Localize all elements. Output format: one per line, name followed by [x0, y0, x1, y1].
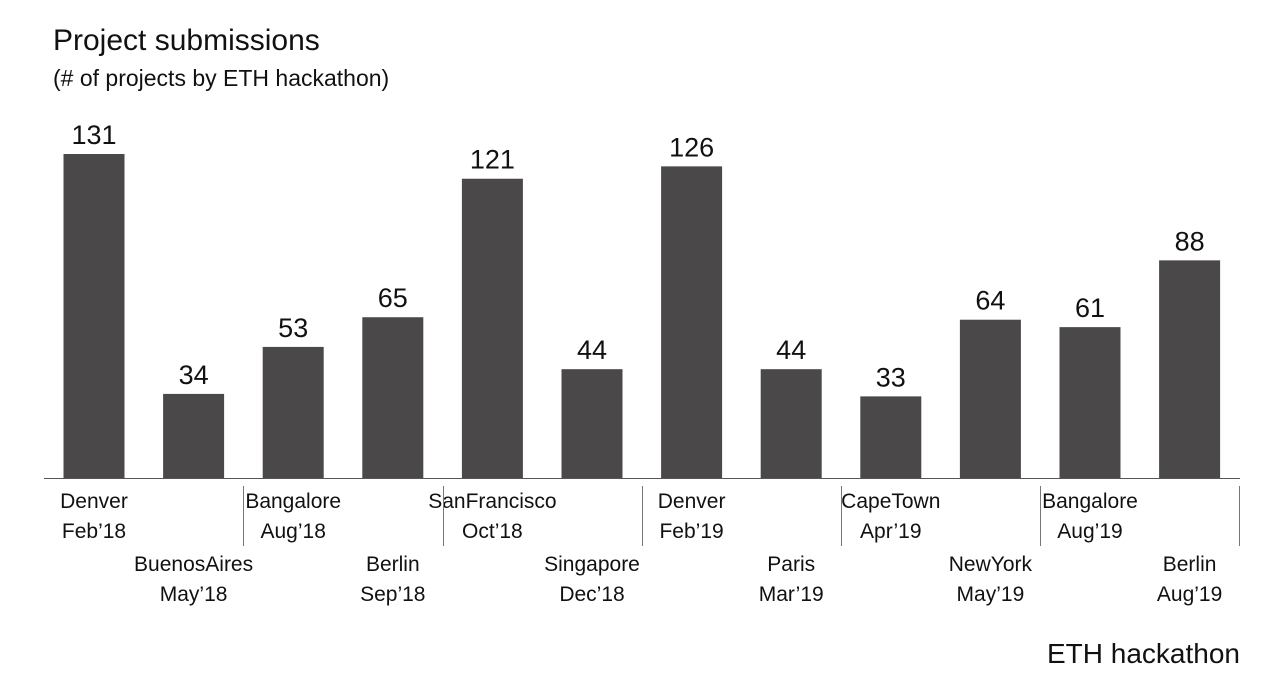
- tick-label-date: Feb’18: [62, 520, 126, 543]
- bar: [262, 346, 324, 478]
- tick-label-date: Aug’19: [1057, 520, 1122, 543]
- x-axis-label: ETH hackathon: [1047, 638, 1240, 669]
- tick-label-city: Bangalore: [1042, 490, 1138, 513]
- bar: [661, 166, 723, 479]
- data-label: 121: [470, 145, 515, 175]
- chart-title: Project submissions: [53, 24, 320, 57]
- tick-label-date: May’18: [160, 583, 228, 606]
- data-label: 131: [71, 120, 116, 150]
- tick-label-city: Denver: [60, 490, 128, 513]
- data-label: 65: [378, 283, 408, 313]
- bar: [362, 317, 424, 478]
- tick-label-date: Apr’19: [860, 520, 921, 543]
- tick-label-date: Feb’19: [659, 520, 723, 543]
- tick-label-city: Denver: [658, 490, 726, 513]
- tick-label-date: Sep’18: [360, 583, 425, 606]
- tick-label-date: May’19: [957, 583, 1025, 606]
- tick-label-city: SanFrancisco: [428, 490, 556, 513]
- tick-label-date: Oct’18: [462, 520, 523, 543]
- bar: [860, 396, 922, 478]
- data-label: 61: [1075, 293, 1105, 323]
- data-label: 44: [776, 335, 806, 365]
- tick-label-date: Mar’19: [759, 583, 824, 606]
- tick-label-city: CapeTown: [841, 490, 940, 513]
- tick-label-date: Dec’18: [559, 583, 624, 606]
- bar: [163, 393, 225, 478]
- chart-subtitle: (# of projects by ETH hackathon): [53, 65, 390, 91]
- bar: [561, 369, 623, 478]
- data-label: 53: [278, 313, 308, 343]
- data-label: 33: [876, 362, 906, 392]
- data-label: 44: [577, 335, 607, 365]
- bar: [63, 154, 125, 478]
- data-label: 88: [1175, 226, 1205, 256]
- data-label: 64: [975, 286, 1005, 316]
- bar: [1159, 260, 1221, 478]
- tick-label-city: Berlin: [1163, 553, 1217, 576]
- data-label: 126: [669, 132, 714, 162]
- bar: [959, 319, 1021, 478]
- tick-label-city: Bangalore: [245, 490, 341, 513]
- bar: [461, 178, 523, 478]
- tick-label-city: NewYork: [949, 553, 1033, 576]
- bar: [760, 369, 822, 478]
- tick-label-city: Singapore: [544, 553, 640, 576]
- tick-label-city: Paris: [767, 553, 815, 576]
- data-label: 34: [179, 360, 209, 390]
- tick-label-city: Berlin: [366, 553, 420, 576]
- tick-label-date: Aug’18: [261, 520, 326, 543]
- bar: [1059, 327, 1121, 478]
- tick-label-city: BuenosAires: [134, 553, 253, 576]
- tick-label-date: Aug’19: [1157, 583, 1222, 606]
